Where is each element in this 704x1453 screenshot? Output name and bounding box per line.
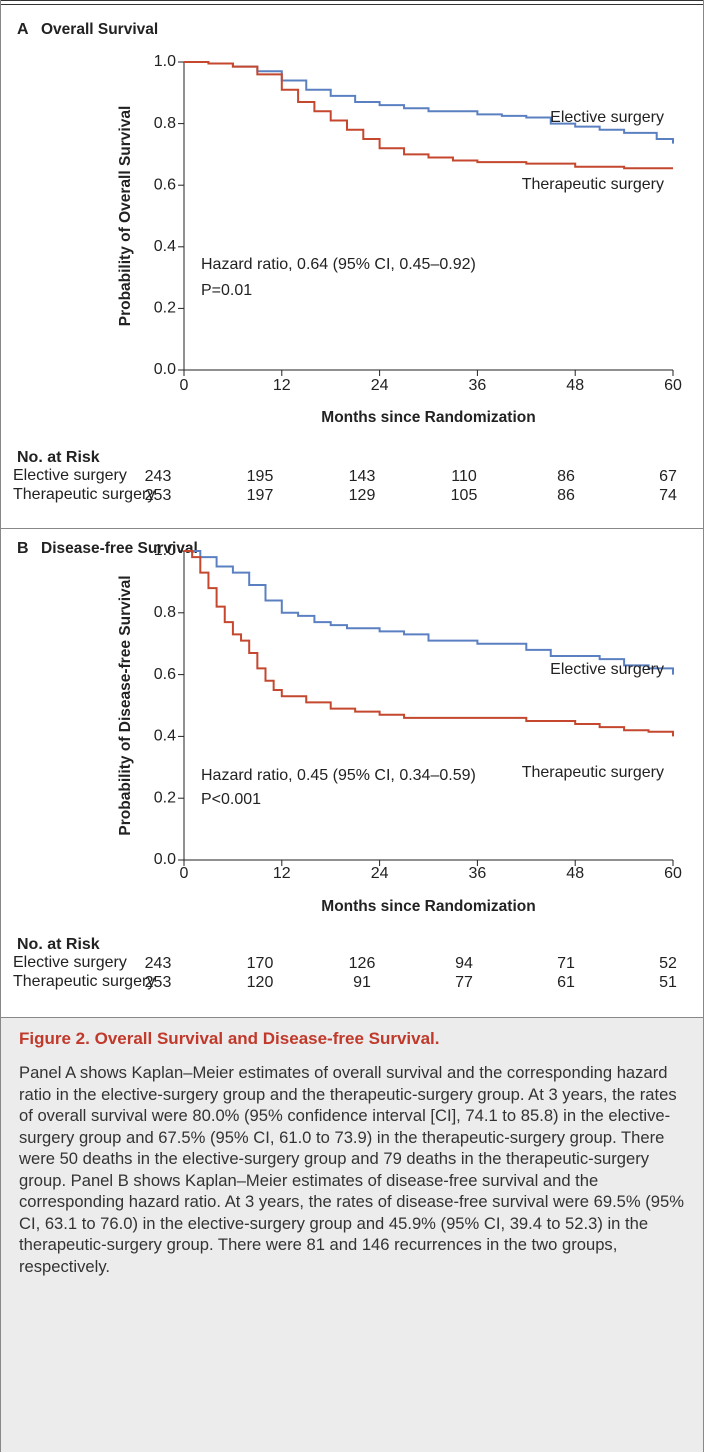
caption-title: Overall Survival and Disease-free Surviv… — [94, 1029, 440, 1048]
risk-count: 52 — [659, 955, 677, 972]
y-tick-label: 0.0 — [154, 361, 176, 378]
x-tick-label: 0 — [180, 865, 189, 882]
annotation: P=0.01 — [201, 282, 252, 299]
risk-count: 74 — [659, 487, 677, 504]
risk-count: 86 — [557, 487, 575, 504]
y-tick-label: 0.2 — [154, 300, 176, 317]
risk-count: 86 — [557, 468, 575, 485]
x-tick-label: 36 — [469, 377, 487, 394]
x-tick-label: 24 — [371, 865, 389, 882]
y-tick-label: 0.8 — [154, 604, 176, 621]
x-axis-title: Months since Randomization — [321, 409, 535, 426]
risk-title: No. at Risk — [17, 449, 100, 466]
panel-letter: A — [17, 21, 29, 38]
series-label: Therapeutic surgery — [522, 764, 664, 781]
panel-letter: B — [17, 540, 29, 557]
risk-count: 253 — [145, 487, 172, 504]
y-tick-label: 0.4 — [154, 238, 176, 255]
survival-curve — [184, 550, 674, 737]
top-rule — [1, 4, 703, 5]
annotation: Hazard ratio, 0.45 (95% CI, 0.34–0.59) — [201, 767, 476, 784]
risk-count: 129 — [349, 487, 376, 504]
caption-label: Figure 2. — [19, 1029, 90, 1048]
caption-head: Figure 2. Overall Survival and Disease-f… — [19, 1028, 685, 1050]
y-tick-label: 1.0 — [154, 542, 176, 559]
y-axis-title: Probability of Disease-free Survival — [117, 575, 134, 835]
x-axis-title: Months since Randomization — [321, 898, 535, 915]
risk-label-box: Elective surgery — [13, 954, 127, 971]
y-axis-title: Probability of Overall Survival — [117, 106, 134, 327]
risk-count: 71 — [557, 955, 575, 972]
x-tick-label: 48 — [566, 377, 584, 394]
x-tick-label: 60 — [664, 865, 682, 882]
x-tick-label: 48 — [566, 865, 584, 882]
caption: Figure 2. Overall Survival and Disease-f… — [1, 1017, 703, 1452]
risk-count: 170 — [247, 955, 274, 972]
annotation: P<0.001 — [201, 791, 261, 808]
risk-count: 197 — [247, 487, 274, 504]
panel-divider — [1, 528, 703, 529]
risk-count: 120 — [247, 974, 274, 991]
risk-count: 143 — [349, 468, 376, 485]
risk-count: 61 — [557, 974, 575, 991]
y-tick-label: 0.4 — [154, 728, 176, 745]
x-tick-label: 24 — [371, 377, 389, 394]
panel-a: A Overall Survival 0.0 0.2 0.4 0.6 0.8 1.0 0 12 24… — [13, 21, 682, 504]
risk-count: 51 — [659, 974, 677, 991]
risk-row-label: Therapeutic surgery — [13, 973, 156, 990]
risk-count: 195 — [247, 468, 274, 485]
x-tick-label: 36 — [469, 865, 487, 882]
caption-text: Panel A shows Kaplan–Meier estimates of … — [19, 1063, 685, 1276]
y-tick-label: 0.2 — [154, 789, 176, 806]
x-tick-label: 60 — [664, 377, 682, 394]
series-label: Therapeutic surgery — [522, 176, 664, 193]
top-rule — [1, 0, 703, 1]
series-label: Elective surgery — [550, 661, 664, 678]
risk-count: 105 — [451, 487, 478, 504]
risk-label-box: Therapeutic surgery — [13, 486, 156, 503]
risk-count: 91 — [353, 974, 371, 991]
panel-b: B Disease-free Survival 0.0 0.2 0.4 0.6 0.8 1.0… — [13, 540, 682, 991]
risk-row-label: Elective surgery — [13, 467, 127, 484]
risk-label-box: Therapeutic surgery — [13, 973, 156, 990]
survival-curve — [184, 61, 674, 144]
risk-count: 243 — [145, 955, 172, 972]
x-tick-label: 12 — [273, 865, 291, 882]
risk-count: 110 — [451, 468, 477, 485]
y-tick-label: 0.8 — [154, 115, 176, 132]
survival-curve — [184, 550, 674, 675]
risk-count: 243 — [145, 468, 172, 485]
risk-title: No. at Risk — [17, 936, 100, 953]
series-label: Elective surgery — [550, 109, 664, 126]
y-tick-label: 0.6 — [154, 176, 176, 193]
y-tick-label: 1.0 — [154, 53, 176, 70]
risk-label-box: Elective surgery — [13, 467, 127, 484]
risk-row-label: Therapeutic surgery — [13, 486, 156, 503]
panel-title: Overall Survival — [41, 21, 158, 38]
panel-title: Disease-free Survival — [41, 540, 198, 557]
risk-count: 67 — [659, 468, 677, 485]
y-tick-label: 0.0 — [154, 851, 176, 868]
x-tick-label: 12 — [273, 377, 291, 394]
risk-count: 77 — [455, 974, 473, 991]
survival-curve — [184, 61, 673, 170]
risk-count: 126 — [349, 955, 376, 972]
y-tick-label: 0.6 — [154, 666, 176, 683]
risk-count: 253 — [145, 974, 172, 991]
risk-count: 94 — [455, 955, 473, 972]
x-tick-label: 0 — [180, 377, 189, 394]
annotation: Hazard ratio, 0.64 (95% CI, 0.45–0.92) — [201, 256, 476, 273]
risk-row-label: Elective surgery — [13, 954, 127, 971]
